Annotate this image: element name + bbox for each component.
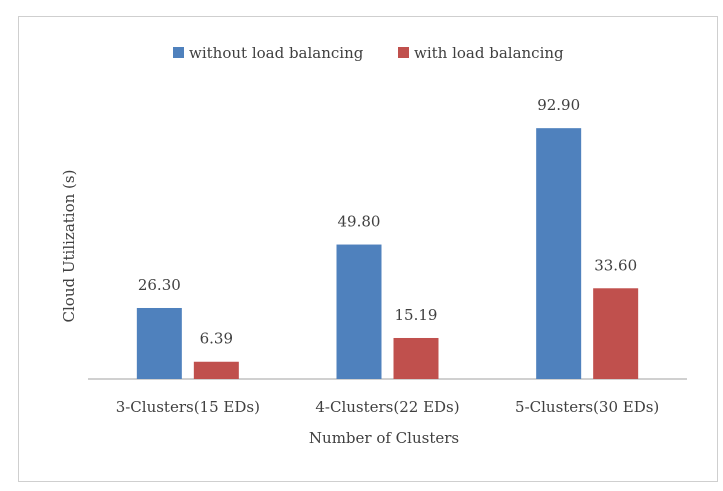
x-axis-label: Number of Clusters (309, 429, 459, 447)
x-tick-label: 3-Clusters(15 EDs) (116, 398, 260, 416)
data-label: 33.60 (594, 256, 637, 274)
legend-label-with-load-balancing: with load balancing (414, 44, 564, 62)
legend: without load balancing with load balanci… (173, 44, 564, 62)
data-label: 26.30 (138, 276, 181, 294)
x-tick-labels: 3-Clusters(15 EDs) 4-Clusters(22 EDs) 5-Cl… (116, 398, 660, 416)
data-label: 92.90 (537, 96, 580, 114)
legend-swatch-without-load-balancing (173, 47, 184, 58)
legend-label-without-load-balancing: without load balancing (189, 44, 364, 62)
bars (136, 128, 639, 379)
bar (593, 288, 639, 379)
x-tick-label: 5-Clusters(30 EDs) (515, 398, 659, 416)
data-label: 49.80 (338, 213, 381, 231)
data-label: 15.19 (395, 306, 438, 324)
value-labels: 26.30 6.39 49.80 15.19 92.90 33.60 (138, 96, 637, 348)
bar (393, 337, 439, 379)
bar (536, 128, 582, 379)
bar (336, 244, 382, 379)
bar (193, 361, 239, 379)
data-label: 6.39 (200, 330, 233, 348)
legend-swatch-with-load-balancing (398, 47, 409, 58)
bar (136, 307, 182, 379)
y-axis-label: Cloud Utilization (s) (60, 170, 78, 323)
x-tick-label: 4-Clusters(22 EDs) (315, 398, 459, 416)
